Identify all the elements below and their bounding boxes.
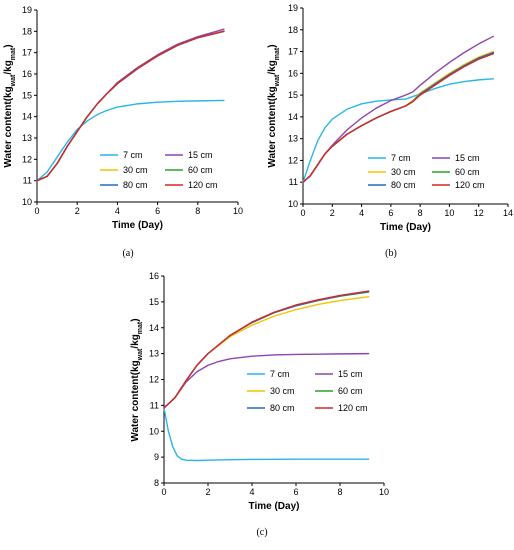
y-tick-label: 12 (288, 155, 298, 165)
legend-label: 30 cm (123, 165, 148, 175)
x-tick-label: 8 (195, 206, 200, 216)
y-tick-label: 18 (288, 25, 298, 35)
panel-label: (a) (122, 248, 133, 259)
legend-label: 80 cm (391, 180, 416, 190)
x-tick-label: 10 (444, 208, 454, 218)
x-tick-label: 8 (337, 487, 342, 497)
y-tick-label: 15 (22, 90, 32, 100)
x-tick-label: 8 (418, 208, 423, 218)
y-tick-label: 14 (22, 112, 32, 122)
chart-3: 8 9 10 11 12 13 14 15 16 0 2 4 6 8 10 Time (Day) Water c… (130, 271, 389, 538)
legend-label: 120 cm (188, 180, 218, 190)
legend-label: 80 cm (123, 180, 148, 190)
x-tick-label: 14 (503, 208, 513, 218)
y-tick-label: 14 (149, 323, 159, 333)
legend-label: 120 cm (338, 403, 368, 413)
y-tick-label: 13 (288, 134, 298, 144)
x-tick-label: 10 (379, 487, 389, 497)
x-tick-label: 4 (359, 208, 364, 218)
y-axis-label: Water content(kgwat/kgmat) (130, 318, 144, 441)
panel-label: (b) (385, 248, 397, 259)
x-tick-label: 2 (205, 487, 210, 497)
legend-label: 15 cm (455, 153, 480, 163)
legend-label: 7 cm (270, 369, 290, 379)
legend-label: 15 cm (188, 150, 213, 160)
y-tick-label: 16 (149, 271, 159, 281)
y-tick-label: 19 (22, 5, 32, 15)
y-tick-label: 19 (288, 3, 298, 13)
x-axis-label: Time (Day) (249, 501, 300, 512)
y-tick-label: 14 (288, 112, 298, 122)
x-tick-label: 0 (300, 208, 305, 218)
legend-label: 7 cm (391, 153, 411, 163)
x-tick-label: 4 (115, 206, 120, 216)
y-tick-label: 15 (149, 297, 159, 307)
y-axis-label: Water content(kgwat/kgmat) (3, 44, 17, 167)
x-tick-label: 2 (75, 206, 80, 216)
y-tick-label: 13 (149, 349, 159, 359)
legend-label: 80 cm (270, 403, 295, 413)
x-tick-label: 2 (330, 208, 335, 218)
legend-label: 30 cm (270, 386, 295, 396)
legend-label: 60 cm (455, 167, 480, 177)
legend-label: 60 cm (338, 386, 363, 396)
y-tick-label: 15 (288, 90, 298, 100)
legend-label: 7 cm (123, 150, 143, 160)
legend-label: 120 cm (455, 180, 485, 190)
y-tick-label: 11 (150, 400, 159, 410)
y-tick-label: 10 (22, 197, 32, 207)
chart-1: 10 11 12 13 14 15 16 17 18 19 0 2 4 6 8 10 Time (Day) Wat… (3, 5, 243, 259)
x-tick-label: 12 (474, 208, 484, 218)
y-tick-label: 12 (149, 375, 159, 385)
y-tick-label: 11 (289, 177, 298, 187)
y-tick-label: 11 (23, 176, 32, 186)
series-line-120-cm (163, 290, 370, 409)
x-tick-label: 4 (249, 487, 254, 497)
legend: 7 cm 15 cm 30 cm 60 cm 80 cm 120 cm (368, 153, 485, 190)
legend-label: 15 cm (338, 369, 363, 379)
y-tick-label: 17 (22, 48, 32, 58)
x-tick-label: 6 (388, 208, 393, 218)
series-line-120-cm (36, 30, 225, 182)
panel-label: (c) (256, 527, 267, 538)
x-axis-label: Time (Day) (380, 222, 431, 233)
y-axis-label: Water content(kgwat/kgmat) (267, 44, 281, 167)
series-line-7-cm (36, 99, 225, 182)
y-tick-label: 10 (288, 199, 298, 209)
y-tick-label: 18 (22, 26, 32, 36)
x-tick-label: 6 (155, 206, 160, 216)
y-tick-label: 8 (154, 478, 159, 488)
y-tick-label: 9 (154, 452, 159, 462)
x-tick-label: 0 (34, 206, 39, 216)
series-line-7-cm (163, 407, 370, 462)
x-tick-label: 10 (233, 206, 243, 216)
y-tick-label: 17 (288, 47, 298, 57)
legend: 7 cm 15 cm 30 cm 60 cm 80 cm 120 cm (247, 369, 368, 413)
x-axis-label: Time (Day) (112, 220, 163, 231)
x-tick-label: 6 (293, 487, 298, 497)
y-tick-label: 16 (288, 68, 298, 78)
x-tick-label: 0 (161, 487, 166, 497)
chart-2: 10 11 12 13 14 15 16 17 18 19 0 2 4 6 8 10 12 14 Time (Day… (267, 3, 513, 259)
legend: 7 cm 15 cm 30 cm 60 cm 80 cm 120 cm (100, 150, 218, 190)
series-line-120-cm (302, 53, 495, 183)
y-tick-label: 10 (149, 426, 159, 436)
series-line-15-cm (163, 352, 370, 409)
y-tick-label: 12 (22, 154, 32, 164)
legend-label: 30 cm (391, 167, 416, 177)
legend-label: 60 cm (188, 165, 213, 175)
y-tick-label: 13 (22, 133, 32, 143)
series-line-7-cm (302, 78, 495, 183)
y-tick-label: 16 (22, 69, 32, 79)
